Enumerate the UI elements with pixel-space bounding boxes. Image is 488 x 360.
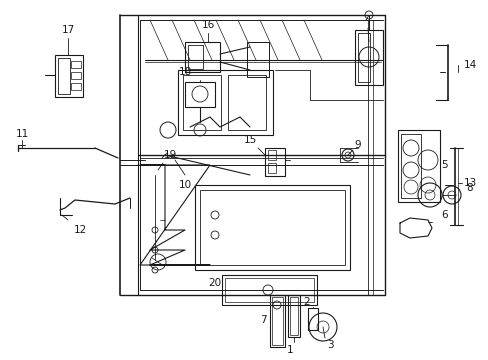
Bar bbox=[200, 190, 345, 265]
Bar bbox=[397, 130, 439, 202]
Bar bbox=[271, 297, 283, 345]
Text: 14: 14 bbox=[463, 60, 476, 70]
Bar bbox=[71, 61, 81, 68]
Text: 9: 9 bbox=[354, 140, 361, 150]
Bar bbox=[269, 295, 285, 347]
Text: 19: 19 bbox=[163, 150, 176, 160]
Text: 4: 4 bbox=[364, 15, 370, 25]
Text: 18: 18 bbox=[178, 67, 191, 77]
Bar bbox=[71, 72, 81, 79]
Text: 17: 17 bbox=[61, 25, 75, 35]
Bar bbox=[58, 58, 70, 94]
Text: 16: 16 bbox=[201, 20, 214, 30]
Bar bbox=[178, 70, 272, 135]
Text: 12: 12 bbox=[73, 225, 86, 235]
Bar bbox=[227, 75, 265, 130]
Bar bbox=[184, 82, 215, 107]
Bar bbox=[183, 75, 221, 130]
Bar bbox=[55, 55, 83, 97]
Bar bbox=[289, 297, 297, 335]
Text: 8: 8 bbox=[466, 183, 472, 193]
Text: 2: 2 bbox=[303, 297, 310, 307]
Bar bbox=[195, 185, 349, 270]
Bar bbox=[246, 42, 268, 77]
Text: 6: 6 bbox=[441, 210, 447, 220]
Text: 3: 3 bbox=[326, 340, 333, 350]
Bar bbox=[184, 42, 220, 72]
Text: 5: 5 bbox=[441, 160, 447, 170]
Text: 1: 1 bbox=[286, 345, 293, 355]
Bar bbox=[71, 83, 81, 90]
Bar bbox=[354, 30, 382, 85]
Bar bbox=[187, 45, 203, 69]
Bar bbox=[267, 150, 275, 160]
Bar bbox=[307, 308, 317, 330]
Bar bbox=[222, 275, 316, 305]
Bar bbox=[264, 148, 285, 176]
Bar bbox=[287, 295, 299, 337]
Bar bbox=[224, 278, 313, 302]
Text: 13: 13 bbox=[463, 178, 476, 188]
Text: 11: 11 bbox=[15, 129, 29, 139]
Bar bbox=[357, 33, 369, 82]
Text: 10: 10 bbox=[178, 180, 191, 190]
Text: 20: 20 bbox=[208, 278, 221, 288]
Bar bbox=[267, 163, 275, 173]
Bar bbox=[400, 134, 420, 198]
Text: 7: 7 bbox=[259, 315, 266, 325]
Text: 15: 15 bbox=[243, 135, 256, 145]
